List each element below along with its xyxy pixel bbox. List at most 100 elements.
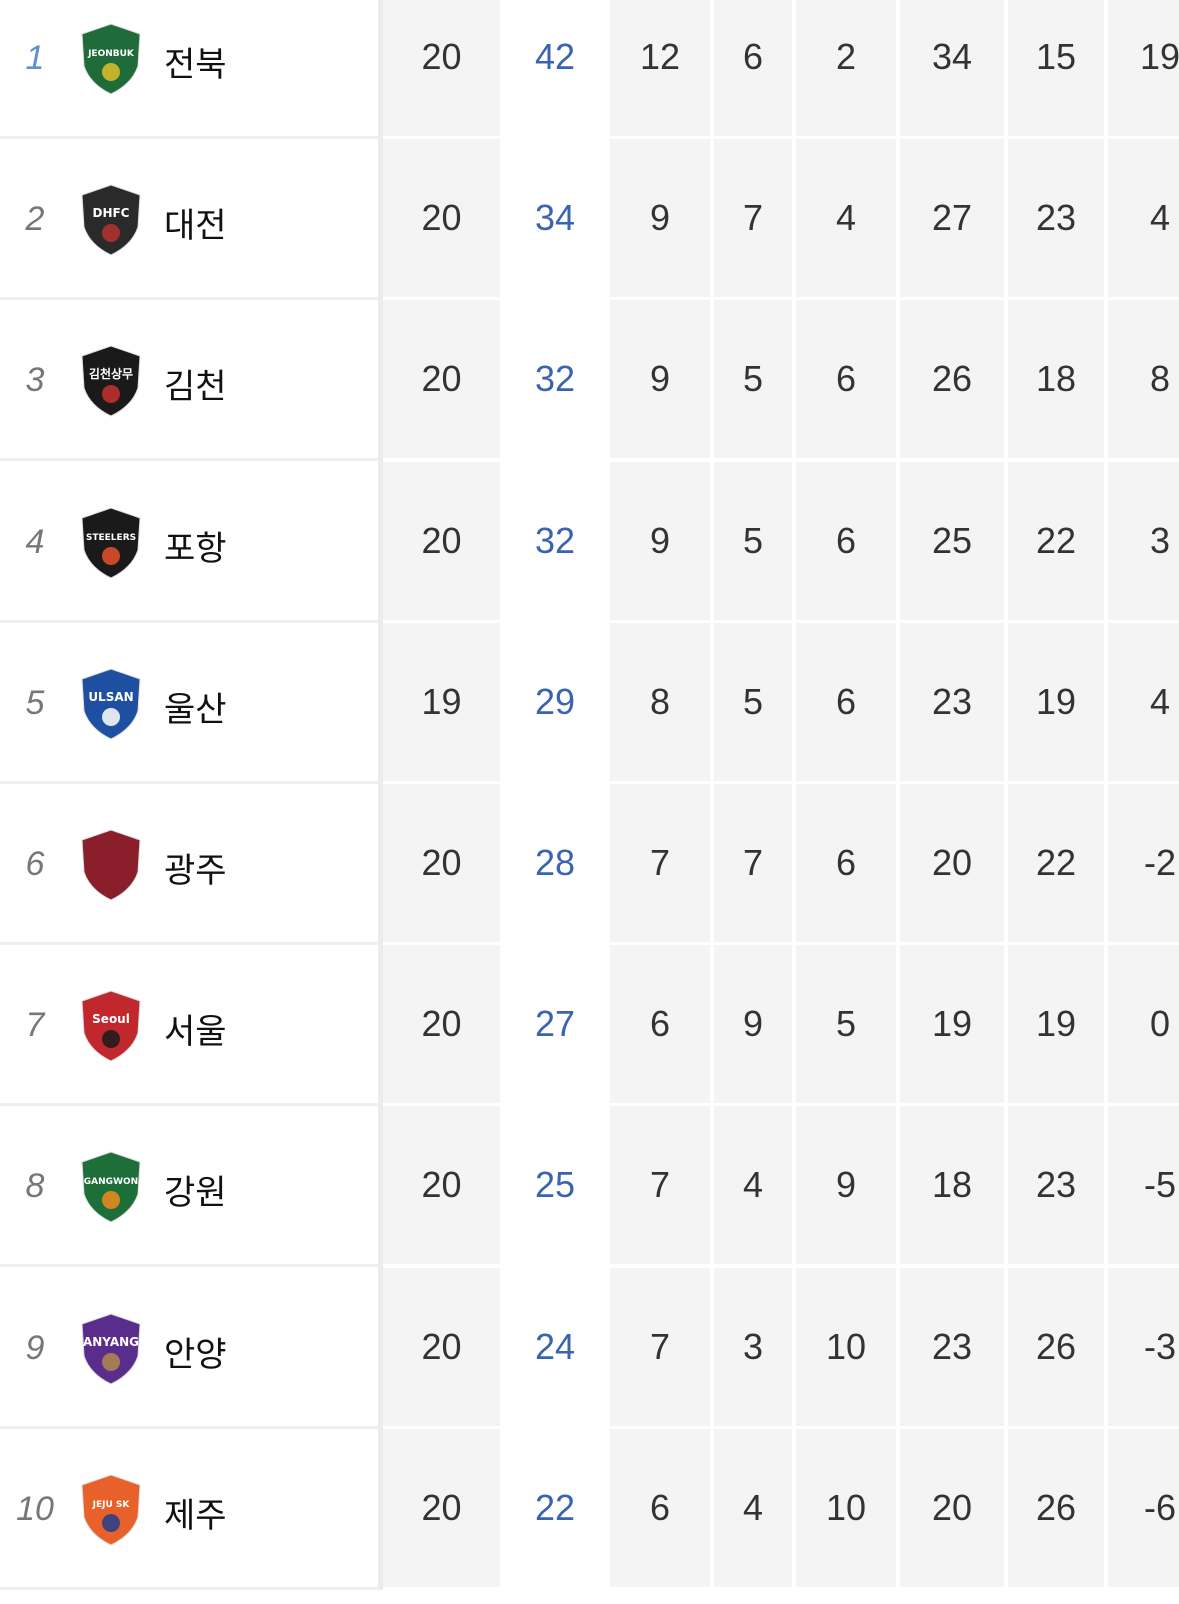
column-divider (378, 783, 383, 946)
team-logo-icon: 김천상무 (81, 345, 141, 417)
draws-cell: 4 (714, 1428, 792, 1587)
team-cell[interactable]: 6 광주 (0, 783, 378, 945)
team-cell[interactable]: 2 DHFC 대전 (0, 139, 378, 301)
wins-cell: 7 (610, 1267, 710, 1426)
goal-difference-cell: 8 (1108, 300, 1179, 459)
team-cell[interactable]: 3 김천상무 김천 (0, 300, 378, 462)
team-cell[interactable]: 5 ULSAN 울산 (0, 622, 378, 784)
team-logo-icon: STEELERS (81, 507, 141, 579)
team-name: 광주 (164, 850, 227, 891)
losses-cell: 6 (796, 622, 896, 781)
played-cell: 20 (383, 1106, 500, 1265)
rank: 4 (25, 522, 45, 561)
goals-for-cell: 26 (900, 300, 1004, 459)
draws-cell: 5 (714, 461, 792, 620)
goals-for-cell: 25 (900, 461, 1004, 620)
svg-text:ULSAN: ULSAN (88, 690, 133, 704)
svg-text:ANYANG: ANYANG (83, 1335, 139, 1349)
draws-cell: 6 (714, 0, 792, 136)
table-row[interactable]: 8 GANGWON 강원 20 25 7 4 9 18 23 -5 (0, 1106, 1179, 1268)
team-cell[interactable]: 1 JEONBUK 전북 (0, 0, 378, 139)
team-logo-icon (81, 829, 141, 901)
losses-cell: 6 (796, 783, 896, 942)
rank: 1 (25, 39, 45, 77)
draws-cell: 3 (714, 1267, 792, 1426)
team-cell[interactable]: 9 ANYANG 안양 (0, 1267, 378, 1429)
goal-difference-cell: 19 (1108, 0, 1179, 136)
table-row[interactable]: 3 김천상무 김천 20 32 9 5 6 26 18 8 (0, 300, 1179, 462)
points-cell: 42 (503, 0, 607, 136)
goal-difference-cell: -6 (1108, 1428, 1179, 1587)
table-row[interactable]: 10 JEJU SK 제주 20 22 6 4 10 20 26 -6 (0, 1428, 1179, 1590)
goal-difference-cell: -5 (1108, 1106, 1179, 1265)
table-row[interactable]: 5 ULSAN 울산 19 29 8 5 6 23 19 4 (0, 622, 1179, 784)
points-cell: 22 (503, 1428, 607, 1587)
goals-against-cell: 26 (1008, 1428, 1104, 1587)
table-row[interactable]: 2 DHFC 대전 20 34 9 7 4 27 23 4 (0, 139, 1179, 301)
goals-for-cell: 20 (900, 1428, 1004, 1587)
team-name: 서울 (164, 1012, 227, 1053)
goals-for-cell: 19 (900, 945, 1004, 1104)
played-cell: 20 (383, 945, 500, 1104)
goal-difference-cell: 4 (1108, 139, 1179, 298)
played-cell: 19 (383, 622, 500, 781)
draws-cell: 7 (714, 139, 792, 298)
losses-cell: 2 (796, 0, 896, 136)
table-row[interactable]: 4 STEELERS 포항 20 32 9 5 6 25 22 3 (0, 461, 1179, 623)
losses-cell: 10 (796, 1428, 896, 1587)
team-logo-icon: DHFC (81, 184, 141, 256)
points-cell: 32 (503, 300, 607, 459)
played-cell: 20 (383, 1267, 500, 1426)
table-row[interactable]: 9 ANYANG 안양 20 24 7 3 10 23 26 -3 (0, 1267, 1179, 1429)
team-logo-icon: JEJU SK (81, 1474, 141, 1546)
team-logo-icon: ULSAN (81, 668, 141, 740)
team-cell[interactable]: 8 GANGWON 강원 (0, 1106, 378, 1268)
rank: 5 (25, 683, 45, 722)
svg-text:Seoul: Seoul (92, 1012, 130, 1026)
wins-cell: 9 (610, 300, 710, 459)
rank: 7 (25, 1006, 45, 1045)
wins-cell: 9 (610, 139, 710, 298)
rank: 6 (25, 844, 45, 883)
rank: 9 (25, 1328, 45, 1367)
rank: 2 (25, 200, 45, 239)
played-cell: 20 (383, 1428, 500, 1587)
team-cell[interactable]: 7 Seoul 서울 (0, 945, 378, 1107)
table-row[interactable]: 1 JEONBUK 전북 20 42 12 6 2 34 15 19 (0, 0, 1179, 140)
draws-cell: 5 (714, 300, 792, 459)
column-divider (378, 300, 383, 462)
goals-for-cell: 23 (900, 1267, 1004, 1426)
team-logo-icon: Seoul (81, 990, 141, 1062)
points-cell: 27 (503, 945, 607, 1104)
goals-against-cell: 22 (1008, 783, 1104, 942)
goals-for-cell: 27 (900, 139, 1004, 298)
goal-difference-cell: -3 (1108, 1267, 1179, 1426)
points-cell: 24 (503, 1267, 607, 1426)
goals-against-cell: 15 (1008, 0, 1104, 136)
losses-cell: 4 (796, 139, 896, 298)
wins-cell: 9 (610, 461, 710, 620)
team-cell[interactable]: 4 STEELERS 포항 (0, 461, 378, 623)
draws-cell: 9 (714, 945, 792, 1104)
column-divider (378, 945, 383, 1107)
goals-for-cell: 34 (900, 0, 1004, 136)
wins-cell: 6 (610, 945, 710, 1104)
table-row[interactable]: 7 Seoul 서울 20 27 6 9 5 19 19 0 (0, 945, 1179, 1107)
svg-text:GANGWON: GANGWON (84, 1177, 138, 1187)
table-row[interactable]: 6 광주 20 28 7 7 6 20 22 -2 (0, 783, 1179, 946)
rank: 8 (25, 1167, 45, 1206)
played-cell: 20 (383, 139, 500, 298)
goal-difference-cell: 4 (1108, 622, 1179, 781)
column-divider (378, 1106, 383, 1268)
column-divider (378, 139, 383, 301)
team-name: 대전 (164, 206, 227, 247)
points-cell: 32 (503, 461, 607, 620)
goals-against-cell: 26 (1008, 1267, 1104, 1426)
team-cell[interactable]: 10 JEJU SK 제주 (0, 1428, 378, 1590)
losses-cell: 5 (796, 945, 896, 1104)
points-cell: 28 (503, 783, 607, 942)
draws-cell: 7 (714, 783, 792, 942)
team-logo-icon: GANGWON (81, 1151, 141, 1223)
team-name: 전북 (164, 45, 227, 85)
